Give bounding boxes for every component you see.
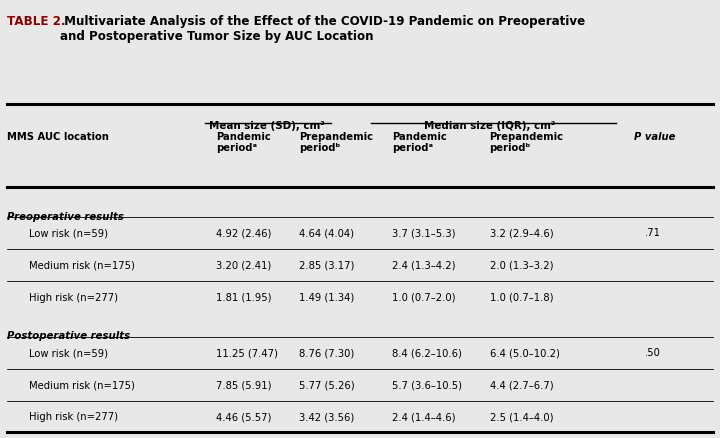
Text: 8.4 (6.2–10.6): 8.4 (6.2–10.6) xyxy=(392,347,462,357)
Text: Medium risk (n=175): Medium risk (n=175) xyxy=(29,379,135,389)
Text: 3.7 (3.1–5.3): 3.7 (3.1–5.3) xyxy=(392,228,456,238)
Text: 4.46 (5.57): 4.46 (5.57) xyxy=(216,411,271,421)
Text: Median size (IQR), cm²: Median size (IQR), cm² xyxy=(424,120,555,131)
Text: TABLE 2.: TABLE 2. xyxy=(7,15,66,28)
Text: 8.76 (7.30): 8.76 (7.30) xyxy=(299,347,354,357)
Text: 2.5 (1.4–4.0): 2.5 (1.4–4.0) xyxy=(490,411,553,421)
Text: 1.81 (1.95): 1.81 (1.95) xyxy=(216,292,271,302)
Text: 5.7 (3.6–10.5): 5.7 (3.6–10.5) xyxy=(392,379,462,389)
Text: 1.0 (0.7–2.0): 1.0 (0.7–2.0) xyxy=(392,292,456,302)
Text: 2.85 (3.17): 2.85 (3.17) xyxy=(299,260,354,270)
Text: High risk (n=277): High risk (n=277) xyxy=(29,292,118,302)
Text: Low risk (n=59): Low risk (n=59) xyxy=(29,228,108,238)
Text: Medium risk (n=175): Medium risk (n=175) xyxy=(29,260,135,270)
Text: 2.0 (1.3–3.2): 2.0 (1.3–3.2) xyxy=(490,260,553,270)
Text: Multivariate Analysis of the Effect of the COVID-19 Pandemic on Preoperative
and: Multivariate Analysis of the Effect of t… xyxy=(60,15,586,43)
Text: 11.25 (7.47): 11.25 (7.47) xyxy=(216,347,278,357)
Text: P value: P value xyxy=(634,131,675,141)
Text: Mean size (SD), cm²: Mean size (SD), cm² xyxy=(209,120,324,131)
Text: Prepandemic
periodᵇ: Prepandemic periodᵇ xyxy=(299,131,373,153)
Text: .71: .71 xyxy=(644,228,660,238)
Text: Prepandemic
periodᵇ: Prepandemic periodᵇ xyxy=(490,131,564,153)
Text: 1.49 (1.34): 1.49 (1.34) xyxy=(299,292,354,302)
Text: 3.42 (3.56): 3.42 (3.56) xyxy=(299,411,354,421)
Text: 7.85 (5.91): 7.85 (5.91) xyxy=(216,379,271,389)
Text: 6.4 (5.0–10.2): 6.4 (5.0–10.2) xyxy=(490,347,559,357)
Text: 3.2 (2.9–4.6): 3.2 (2.9–4.6) xyxy=(490,228,553,238)
Text: 4.64 (4.04): 4.64 (4.04) xyxy=(299,228,354,238)
Text: 3.20 (2.41): 3.20 (2.41) xyxy=(216,260,271,270)
Text: .50: .50 xyxy=(644,347,660,357)
Text: 5.77 (5.26): 5.77 (5.26) xyxy=(299,379,354,389)
Text: 2.4 (1.4–4.6): 2.4 (1.4–4.6) xyxy=(392,411,456,421)
Text: Low risk (n=59): Low risk (n=59) xyxy=(29,347,108,357)
Text: 1.0 (0.7–1.8): 1.0 (0.7–1.8) xyxy=(490,292,553,302)
Text: 4.92 (2.46): 4.92 (2.46) xyxy=(216,228,271,238)
Text: 2.4 (1.3–4.2): 2.4 (1.3–4.2) xyxy=(392,260,456,270)
Text: 4.4 (2.7–6.7): 4.4 (2.7–6.7) xyxy=(490,379,553,389)
Text: Pandemic
periodᵃ: Pandemic periodᵃ xyxy=(216,131,271,153)
Text: MMS AUC location: MMS AUC location xyxy=(7,131,109,141)
Text: Postoperative results: Postoperative results xyxy=(7,331,130,341)
Text: Pandemic
periodᵃ: Pandemic periodᵃ xyxy=(392,131,447,153)
Text: Preoperative results: Preoperative results xyxy=(7,211,124,221)
Text: High risk (n=277): High risk (n=277) xyxy=(29,411,118,421)
